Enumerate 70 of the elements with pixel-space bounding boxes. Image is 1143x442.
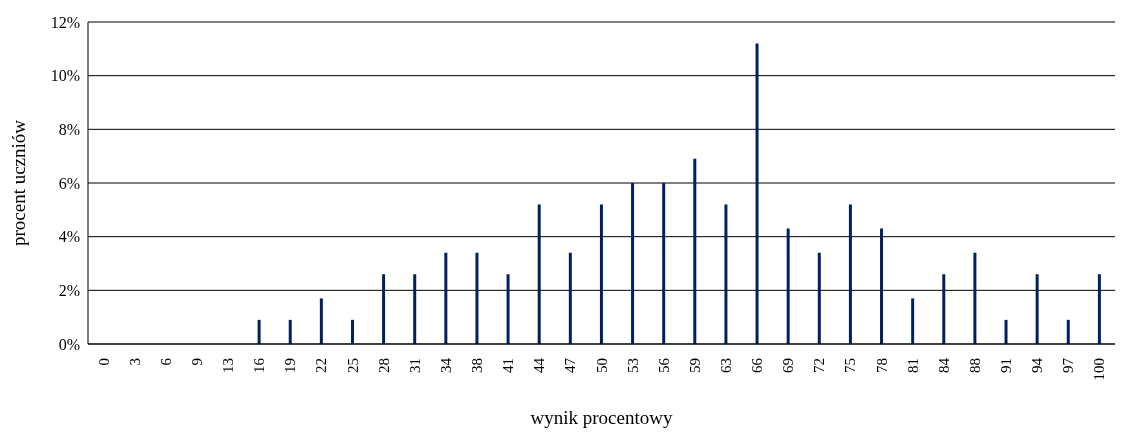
bar (880, 228, 884, 344)
x-tick-label: 56 (655, 357, 672, 373)
bar (817, 252, 821, 344)
x-tick-label: 78 (873, 358, 890, 373)
bar (693, 158, 697, 344)
bar (599, 204, 603, 344)
x-tick-label: 69 (780, 358, 797, 373)
bar (537, 204, 541, 344)
bar (942, 274, 946, 344)
bar (382, 274, 386, 344)
x-tick-label: 47 (562, 357, 579, 373)
x-tick-label: 53 (624, 358, 641, 373)
x-tick-label: 22 (313, 358, 330, 373)
bar (1004, 319, 1008, 344)
x-tick-label: 75 (842, 358, 859, 373)
y-tick-label: 6% (58, 174, 80, 192)
x-tick-label: 63 (717, 358, 734, 373)
x-tick-label: 100 (1091, 358, 1108, 381)
bar (413, 274, 417, 344)
bar (506, 274, 510, 344)
bar (475, 252, 479, 344)
x-tick-label: 19 (282, 358, 299, 373)
bar (1066, 319, 1070, 344)
x-tick-label: 0 (95, 358, 112, 366)
bar (631, 183, 635, 344)
bar (257, 319, 261, 344)
bar (973, 252, 977, 344)
x-tick-label: 3 (126, 358, 143, 366)
x-tick-label: 88 (966, 358, 983, 373)
y-tick-label: 10% (50, 67, 80, 85)
x-tick-label: 38 (469, 358, 486, 373)
y-tick-label: 12% (50, 13, 80, 31)
x-tick-label: 84 (935, 357, 952, 373)
bar (444, 252, 448, 344)
x-axis-title: wynik procentowy (530, 407, 673, 428)
bar (786, 228, 790, 344)
x-tick-label: 44 (531, 357, 548, 373)
bar (848, 204, 852, 344)
bar (724, 204, 728, 344)
y-tick-label: 4% (58, 228, 80, 246)
x-tick-label: 13 (220, 358, 237, 373)
x-tick-label: 59 (686, 358, 703, 373)
x-tick-label: 41 (500, 358, 517, 373)
bar (755, 43, 759, 344)
x-tick-label: 72 (811, 358, 828, 373)
bar (662, 183, 666, 344)
x-tick-label: 66 (749, 357, 766, 373)
y-tick-label: 2% (58, 282, 80, 300)
y-axis-title: procent uczniów (7, 119, 29, 247)
x-tick-label: 31 (406, 358, 423, 373)
x-tick-label: 28 (375, 358, 392, 373)
bar (1035, 274, 1039, 344)
bar (1097, 274, 1101, 344)
bar (288, 319, 292, 344)
x-tick-label: 97 (1060, 357, 1077, 373)
x-tick-label: 50 (593, 358, 610, 373)
bar (568, 252, 572, 344)
x-tick-label: 94 (1029, 357, 1046, 373)
x-tick-label: 34 (437, 357, 454, 373)
y-tick-label: 0% (58, 335, 80, 353)
x-tick-label: 16 (251, 357, 268, 373)
bar (350, 319, 354, 344)
y-tick-label: 8% (58, 121, 80, 139)
x-tick-label: 6 (157, 357, 174, 366)
x-tick-label: 91 (998, 358, 1015, 373)
bar (911, 298, 915, 344)
x-tick-label: 81 (904, 358, 921, 373)
bar (319, 298, 323, 344)
x-tick-label: 25 (344, 358, 361, 373)
x-tick-label: 9 (188, 358, 205, 366)
